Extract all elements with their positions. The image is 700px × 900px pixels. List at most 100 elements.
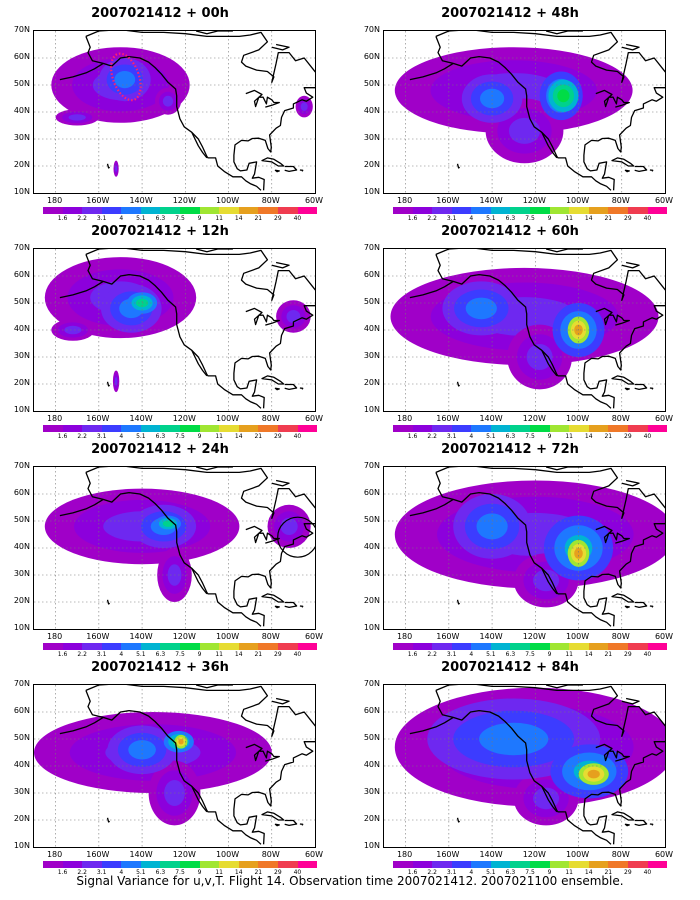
variance-contour bbox=[162, 520, 174, 527]
lon-tick-label: 80W bbox=[261, 850, 280, 859]
colorbar-level-label: 29 bbox=[274, 215, 282, 222]
coastline bbox=[456, 381, 461, 387]
colorbar-level-label: 4 bbox=[469, 433, 474, 440]
lat-tick-label: 50N bbox=[363, 515, 380, 524]
coastline bbox=[271, 479, 290, 487]
colorbar-level-label: 14 bbox=[584, 433, 593, 440]
colorbar-swatch bbox=[277, 207, 298, 214]
lat-tick-label: 10N bbox=[363, 405, 380, 414]
colorbar-level-label: 21 bbox=[604, 215, 613, 222]
colorbar-swatch bbox=[219, 643, 239, 650]
colorbar-level-label: 3.1 bbox=[96, 215, 107, 222]
lon-tick-label: 100W bbox=[215, 196, 240, 205]
colorbar-level-label: 3.1 bbox=[446, 433, 457, 440]
colorbar-swatch bbox=[627, 207, 648, 214]
coastline bbox=[595, 743, 630, 762]
colorbar-level-label: 4 bbox=[119, 433, 124, 440]
colorbar-swatch bbox=[277, 861, 298, 868]
colorbar bbox=[393, 643, 668, 650]
colorbar-level-label: 6.3 bbox=[505, 215, 516, 222]
colorbar-level-label: 3.1 bbox=[446, 651, 457, 658]
colorbar bbox=[393, 425, 668, 432]
colorbar-level-label: 6.3 bbox=[155, 215, 166, 222]
colorbar-level-label: 40 bbox=[643, 433, 652, 440]
colorbar-swatch bbox=[647, 207, 668, 214]
lon-tick-label: 180 bbox=[396, 414, 413, 423]
coastline bbox=[59, 280, 104, 299]
colorbar-swatch bbox=[43, 643, 63, 650]
lon-tick-label: 80W bbox=[611, 632, 630, 641]
highlight-circle bbox=[277, 516, 315, 558]
lat-tick-label: 20N bbox=[13, 378, 30, 387]
coastline bbox=[435, 36, 612, 191]
colorbar-swatch bbox=[627, 425, 648, 432]
map-area bbox=[33, 248, 316, 412]
colorbar-level-label: 1.6 bbox=[57, 869, 68, 876]
colorbar-swatch bbox=[608, 861, 628, 868]
colorbar-level-label: 21 bbox=[604, 651, 613, 658]
colorbar-labels: 1.6 2.2 3.1 4 5.1 6.3 7.5 9 11 14 21 29 40 bbox=[393, 869, 667, 877]
colorbar-swatch bbox=[451, 207, 472, 214]
colorbar-labels: 1.6 2.2 3.1 4 5.1 6.3 7.5 9 11 14 21 29 40 bbox=[393, 215, 667, 223]
panel-title: 2007021412 + 84h bbox=[441, 660, 579, 675]
variance-contour bbox=[115, 165, 118, 172]
lon-tick-label: 120W bbox=[172, 414, 196, 423]
coastline bbox=[284, 165, 298, 173]
variance-contour bbox=[479, 722, 549, 756]
colorbar-swatch bbox=[140, 643, 161, 650]
colorbar-swatch bbox=[43, 425, 63, 432]
coastline bbox=[649, 823, 654, 826]
coastline bbox=[245, 743, 280, 762]
variance-contour bbox=[587, 769, 600, 779]
colorbar-swatch bbox=[549, 861, 570, 868]
colorbar-swatch bbox=[101, 861, 122, 868]
colorbar-swatch bbox=[432, 425, 452, 432]
colorbar-swatch bbox=[432, 207, 452, 214]
lon-tick-label: 160W bbox=[436, 632, 460, 641]
lon-tick-label: 180 bbox=[46, 850, 63, 859]
lon-tick-label: 120W bbox=[522, 196, 546, 205]
colorbar-swatch bbox=[471, 861, 491, 868]
coastline bbox=[545, 31, 583, 35]
coastline bbox=[271, 697, 290, 705]
coastline bbox=[284, 601, 298, 609]
colorbar-swatch bbox=[588, 861, 609, 868]
lon-tick-label: 60W bbox=[654, 196, 674, 205]
colorbar-level-label: 40 bbox=[293, 215, 302, 222]
map-area bbox=[33, 30, 316, 194]
lat-tick-label: 60N bbox=[363, 270, 380, 279]
coastline bbox=[456, 817, 461, 823]
coastline bbox=[435, 472, 612, 627]
colorbar-swatch bbox=[412, 207, 433, 214]
colorbar-swatch bbox=[140, 207, 161, 214]
colorbar-swatch bbox=[510, 425, 531, 432]
colorbar-level-label: 1.6 bbox=[57, 215, 68, 222]
colorbar-swatch bbox=[490, 425, 511, 432]
colorbar-level-label: 11 bbox=[565, 869, 573, 876]
colorbar-level-label: 4 bbox=[469, 215, 474, 222]
colorbar-swatch bbox=[297, 861, 318, 868]
colorbar-swatch bbox=[412, 643, 433, 650]
colorbar-level-label: 11 bbox=[215, 869, 223, 876]
colorbar-level-label: 40 bbox=[643, 869, 652, 876]
colorbar-level-label: 29 bbox=[624, 433, 632, 440]
colorbar-swatch bbox=[510, 207, 531, 214]
coastline bbox=[435, 31, 665, 191]
colorbar-swatch bbox=[121, 425, 141, 432]
panel-title: 2007021412 + 72h bbox=[441, 442, 579, 457]
colorbar-swatch bbox=[393, 861, 413, 868]
lon-tick-label: 60W bbox=[304, 196, 324, 205]
coastline bbox=[624, 387, 630, 391]
colorbar-level-label: 5.1 bbox=[486, 433, 496, 440]
coastline bbox=[59, 498, 104, 517]
colorbar-swatch bbox=[199, 643, 220, 650]
colorbar-swatch bbox=[627, 861, 648, 868]
colorbar-level-label: 2.2 bbox=[77, 215, 87, 222]
lon-tick-label: 120W bbox=[172, 632, 196, 641]
lat-tick-label: 20N bbox=[13, 814, 30, 823]
variance-contour bbox=[286, 310, 301, 323]
map-svg bbox=[384, 685, 665, 847]
coastline bbox=[284, 819, 298, 827]
colorbar-level-label: 29 bbox=[624, 651, 632, 658]
map-panel: 2007021412 + 36h 70N 60N 50N 40N 30N 20N 10N 180… bbox=[0, 660, 323, 876]
